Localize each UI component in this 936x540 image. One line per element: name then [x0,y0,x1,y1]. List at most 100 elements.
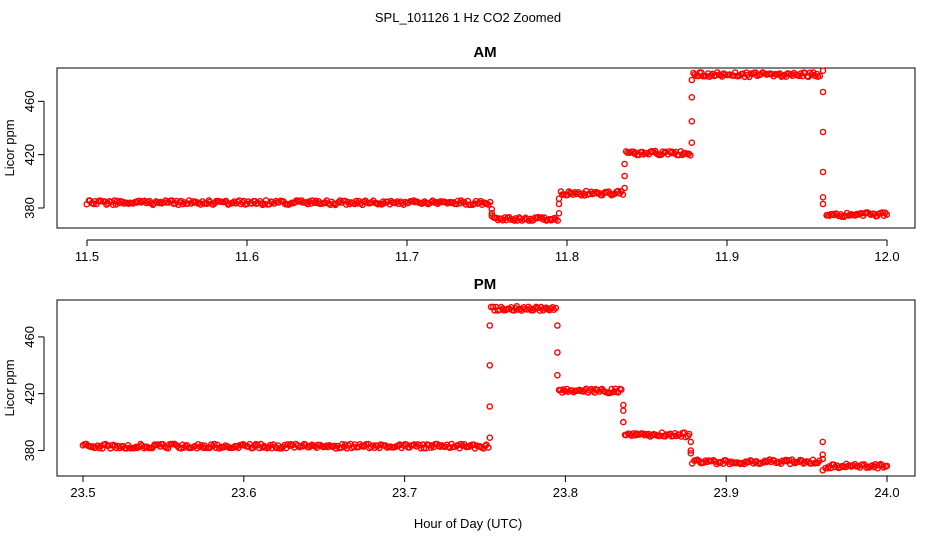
transition-point [488,209,496,217]
transition-point [554,322,561,329]
pm-x-tick-label: 23.9 [714,485,739,500]
transition-point [819,168,827,176]
data-point [486,198,494,206]
transition-point [687,438,695,446]
data-point [874,464,881,472]
data-point [258,200,265,207]
data-point [554,217,562,224]
data-point [99,445,106,452]
am-y-tick-label: 380 [22,197,37,219]
pm-y-tick-label: 380 [22,440,37,462]
data-point [207,441,215,448]
data-point [618,386,625,393]
am-x-axis: 11.5 11.6 11.7 11.8 11.9 12.0 [75,239,900,264]
data-point [467,201,475,208]
am-x-tick-label: 11.9 [715,249,739,264]
data-point [250,442,258,449]
transition-point [486,322,494,329]
transition-point [620,418,627,426]
transition-point [819,128,827,136]
transition-point [621,160,628,168]
am-x-tick-label: 11.8 [555,249,579,264]
data-point [592,188,600,196]
transition-point [819,67,827,74]
pm-y-axis: 380 420 460 [22,326,45,462]
transition-point [688,94,696,101]
data-point [184,200,191,207]
am-x-tick-label: 11.5 [75,249,99,264]
data-point [607,389,614,397]
data-point [531,305,539,312]
data-point [610,388,618,396]
data-point [420,444,428,452]
transition-point [819,200,827,208]
pm-y-tick-label: 420 [22,383,37,405]
transition-point [688,139,696,146]
data-point [489,303,497,311]
transition-point [620,401,627,409]
data-point [296,443,303,451]
pm-data-points [79,302,891,474]
transition-point [819,455,827,463]
transition-point [688,76,696,84]
transition-point [555,195,563,202]
transition-point [486,434,494,442]
pm-panel-title: PM [474,276,497,293]
data-point [552,304,560,312]
data-point [619,191,627,198]
data-point [457,440,465,448]
data-point [687,151,694,159]
am-y-tick-label: 460 [22,90,37,112]
pm-x-tick-label: 23.6 [231,485,256,500]
am-y-axis-label: Licor ppm [2,119,17,176]
pm-x-tick-label: 23.5 [70,485,95,500]
pm-panel: PM Licor ppm 23.5 23.6 23.7 23.8 23.9 24.0 38… [2,276,916,500]
transition-point [819,88,827,96]
transition-point [488,212,496,220]
pm-x-axis: 23.5 23.6 23.7 23.8 23.9 24.0 [70,475,900,500]
transition-point [819,451,827,459]
data-point [416,441,424,449]
transition-point [620,407,627,415]
data-point [685,430,693,438]
transition-point [555,209,563,217]
data-point [323,442,330,450]
pm-x-tick-label: 24.0 [874,485,899,500]
data-point [883,462,891,470]
data-point [810,69,817,76]
transition-point [687,449,695,457]
data-point [484,444,492,451]
am-panel: AM Licor ppm 11.5 11.6 11.7 11.8 11.9 12.0 38… [2,44,916,264]
am-y-tick-label: 420 [22,144,37,166]
transition-point [554,349,561,356]
pm-x-tick-label: 23.8 [553,485,578,500]
pm-y-tick-label: 460 [22,326,37,348]
data-point [206,444,213,452]
transition-point [488,205,496,213]
transition-point [554,371,561,379]
data-point [132,443,140,451]
data-point [453,200,460,208]
data-point [685,150,693,157]
transition-point [819,438,827,446]
am-x-tick-label: 12.0 [874,249,899,264]
transition-point [819,193,827,201]
pm-y-axis-label: Licor ppm [2,359,17,416]
am-y-axis: 380 420 460 [22,90,45,219]
transition-point [687,447,695,454]
transition-point [688,118,696,125]
data-point [883,211,891,218]
am-panel-title: AM [473,44,496,61]
transition-point [621,184,628,192]
transition-point [621,172,628,180]
chart-title: SPL_101126 1 Hz CO2 Zoomed [375,10,561,25]
transition-point [486,403,494,410]
data-point [164,444,172,452]
transition-point [555,200,563,208]
transition-point [819,466,827,474]
data-point [419,441,427,448]
data-point [816,72,824,80]
data-point [112,201,120,208]
pm-x-tick-label: 23.7 [392,485,417,500]
